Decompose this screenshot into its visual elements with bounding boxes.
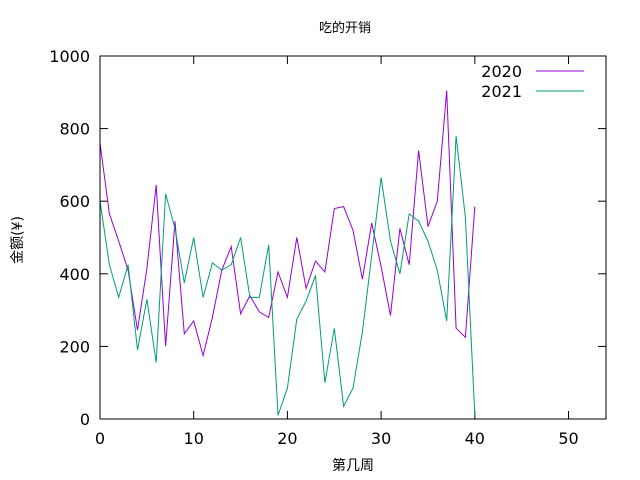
plot-lines [99, 90, 476, 416]
x-tick-label: 0 [95, 429, 105, 448]
y-tick-label: 800 [59, 120, 90, 139]
x-tick-label: 50 [558, 429, 578, 448]
chart-title: 吃的开销 [319, 20, 371, 36]
y-axis-label: 金额(¥) [10, 216, 26, 264]
y-tick-label: 1000 [49, 47, 90, 66]
x-tick-label: 20 [277, 429, 297, 448]
y-tick-label: 400 [59, 265, 90, 284]
series-line-2021 [99, 135, 476, 416]
x-axis-label: 第几周 [332, 457, 374, 474]
series-line-2020 [99, 90, 476, 358]
x-tick-label: 10 [184, 429, 204, 448]
legend-label-2021: 2021 [481, 82, 522, 101]
y-tick-label: 0 [80, 410, 90, 429]
y-tick-label: 600 [59, 192, 90, 211]
plot-frame [99, 55, 607, 420]
x-tick-label: 30 [371, 429, 391, 448]
x-tick-label: 40 [465, 429, 485, 448]
axis-ticks: 0 200 400 600 800 1000 0 10 20 30 40 50 [49, 47, 606, 448]
legend-label-2020: 2020 [481, 62, 522, 81]
y-tick-label: 200 [59, 337, 90, 356]
